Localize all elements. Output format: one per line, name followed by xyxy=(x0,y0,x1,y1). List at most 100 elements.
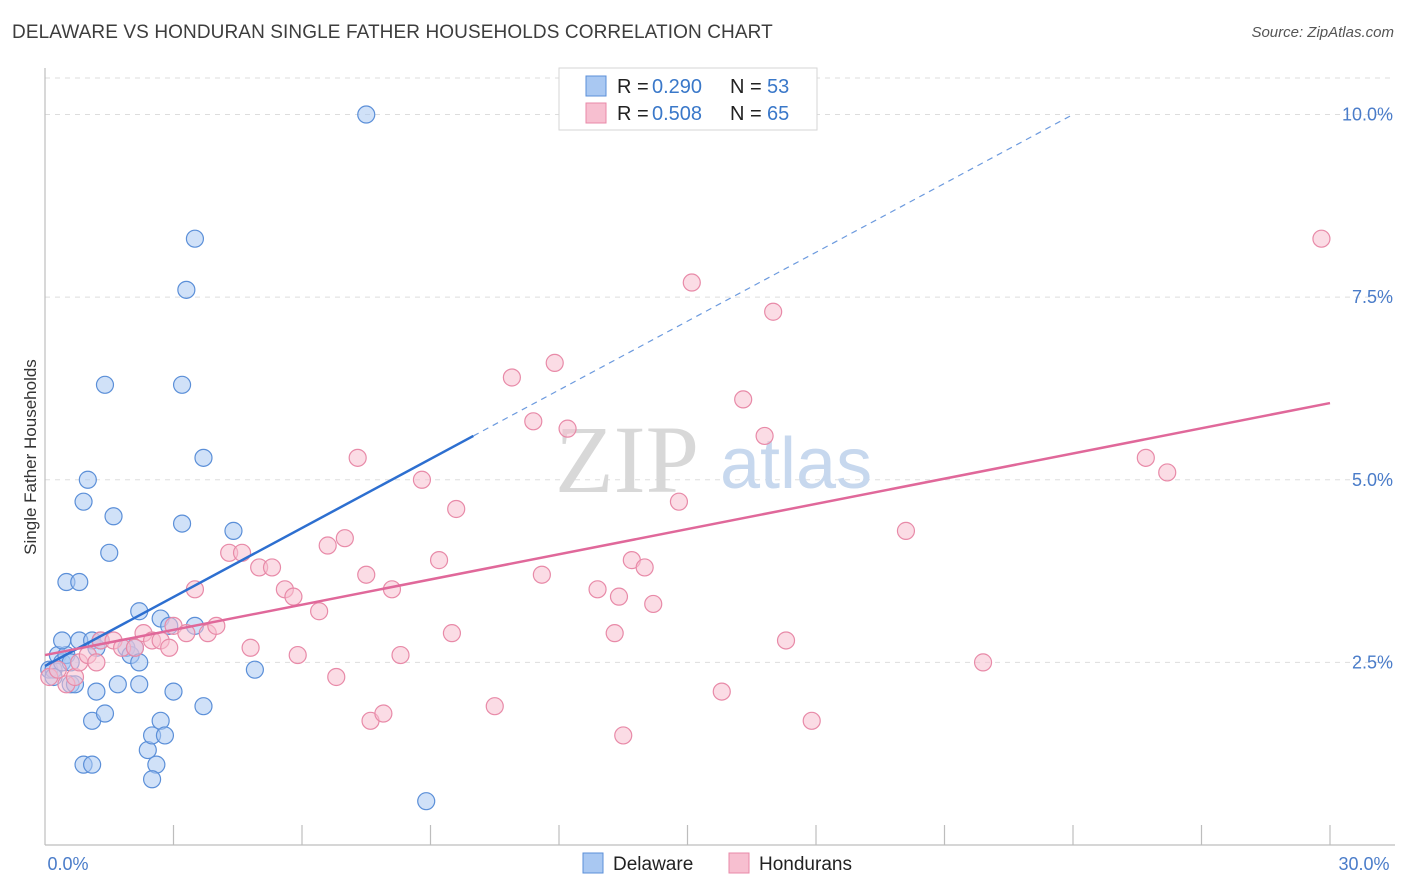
delaware-point xyxy=(95,704,115,723)
gridlines xyxy=(45,77,1395,663)
hondurans-point xyxy=(682,273,701,292)
hondurans-point xyxy=(755,426,774,446)
hondurans-point xyxy=(357,565,376,584)
delaware-point xyxy=(83,755,102,774)
delaware-point xyxy=(87,682,106,701)
delaware-point xyxy=(417,792,436,811)
hondurans-point xyxy=(327,667,346,687)
delaware-point xyxy=(194,697,213,716)
hondurans-point xyxy=(614,726,633,745)
delaware-point xyxy=(245,660,264,679)
series-hondurans-points xyxy=(40,229,1331,745)
chart-title: DELAWARE VS HONDURAN SINGLE FATHER HOUSE… xyxy=(12,22,773,43)
hondurans-point xyxy=(87,653,106,672)
hondurans-point xyxy=(532,565,551,584)
hondurans-point xyxy=(310,602,329,621)
series-delaware-points xyxy=(40,105,436,811)
hondurans-point xyxy=(712,682,731,701)
hondurans-point xyxy=(442,624,462,643)
hondurans-point xyxy=(412,470,432,489)
delaware-trendline xyxy=(44,434,474,668)
hondurans-point xyxy=(391,645,410,665)
hondurans-point xyxy=(973,653,993,672)
hondurans-point xyxy=(776,631,796,650)
delaware-point xyxy=(177,280,196,299)
hondurans-point xyxy=(48,660,67,679)
hondurans-point xyxy=(635,558,654,577)
legend-n-label-hondurans: N = xyxy=(730,103,762,125)
bottom-legend-swatch-delaware xyxy=(582,852,604,874)
y-tick-label: 7.5% xyxy=(1352,287,1393,307)
hondurans-point xyxy=(288,645,307,665)
watermark: ZIP atlas xyxy=(555,406,872,513)
x-tick-label-max: 30.0% xyxy=(1338,854,1389,874)
delaware-point xyxy=(70,572,89,592)
hondurans-point xyxy=(348,448,367,467)
hondurans-point xyxy=(125,638,145,657)
hondurans-point xyxy=(502,368,521,387)
legend-r-value-delaware: 0.290 xyxy=(652,76,702,98)
hondurans-trendline xyxy=(44,401,1331,657)
hondurans-point xyxy=(802,711,821,730)
delaware-point xyxy=(357,105,376,124)
delaware-point xyxy=(74,492,93,511)
hondurans-point xyxy=(318,536,337,555)
delaware-point xyxy=(172,514,192,533)
hondurans-point xyxy=(262,558,282,577)
delaware-point xyxy=(164,682,183,701)
hondurans-point xyxy=(374,704,393,723)
hondurans-point xyxy=(644,594,663,614)
hondurans-point xyxy=(447,499,466,519)
legend-n-value-hondurans: 65 xyxy=(767,103,789,125)
delaware-point xyxy=(142,770,162,789)
delaware-point xyxy=(194,448,213,467)
delaware-trendline-extension xyxy=(473,113,1074,437)
delaware-point xyxy=(155,726,175,745)
hondurans-point xyxy=(896,521,916,540)
hondurans-point xyxy=(1136,448,1155,467)
series-legend: Delaware Hondurans xyxy=(582,852,852,875)
hondurans-point xyxy=(284,587,303,606)
x-tick-label-min: 0.0% xyxy=(47,854,88,874)
delaware-point xyxy=(224,521,243,540)
tick-labels: 2.5% 5.0% 7.5% 10.0% 0.0% 30.0% xyxy=(47,105,1393,874)
delaware-point xyxy=(78,470,97,489)
hondurans-point xyxy=(669,492,689,511)
hondurans-point xyxy=(764,302,783,321)
delaware-point xyxy=(100,543,119,562)
legend-swatch-delaware xyxy=(585,75,607,97)
bottom-legend-label-hondurans: Hondurans xyxy=(759,854,852,875)
watermark-atlas: atlas xyxy=(720,424,872,504)
hondurans-point xyxy=(609,587,629,606)
hondurans-point xyxy=(429,551,449,570)
hondurans-point xyxy=(1158,463,1177,482)
delaware-point xyxy=(130,675,149,694)
delaware-point xyxy=(172,375,192,394)
stats-legend: R = 0.290 N = 53 R = 0.508 N = 65 xyxy=(558,67,818,131)
hondurans-point xyxy=(588,580,607,599)
source-credit: Source: ZipAtlas.com xyxy=(1251,24,1394,41)
hondurans-point xyxy=(160,638,179,657)
trendlines xyxy=(44,113,1331,668)
legend-n-value-delaware: 53 xyxy=(767,76,789,98)
hondurans-point xyxy=(558,419,577,438)
hondurans-point xyxy=(485,697,504,716)
bottom-legend-swatch-hondurans xyxy=(728,852,750,874)
delaware-point xyxy=(108,675,127,694)
y-tick-label: 2.5% xyxy=(1352,652,1393,672)
delaware-point xyxy=(53,631,72,650)
hondurans-point xyxy=(335,529,354,548)
legend-swatch-hondurans xyxy=(585,102,607,124)
delaware-point xyxy=(104,507,123,526)
legend-r-label-delaware: R = xyxy=(617,76,649,98)
hondurans-point xyxy=(232,543,252,562)
axes xyxy=(44,68,1395,846)
hondurans-point xyxy=(241,638,260,657)
delaware-point xyxy=(185,229,205,248)
y-tick-label: 5.0% xyxy=(1352,470,1393,490)
hondurans-point xyxy=(545,353,564,372)
y-tick-label: 10.0% xyxy=(1342,105,1393,125)
hondurans-point xyxy=(734,390,753,409)
hondurans-point xyxy=(1312,229,1331,248)
